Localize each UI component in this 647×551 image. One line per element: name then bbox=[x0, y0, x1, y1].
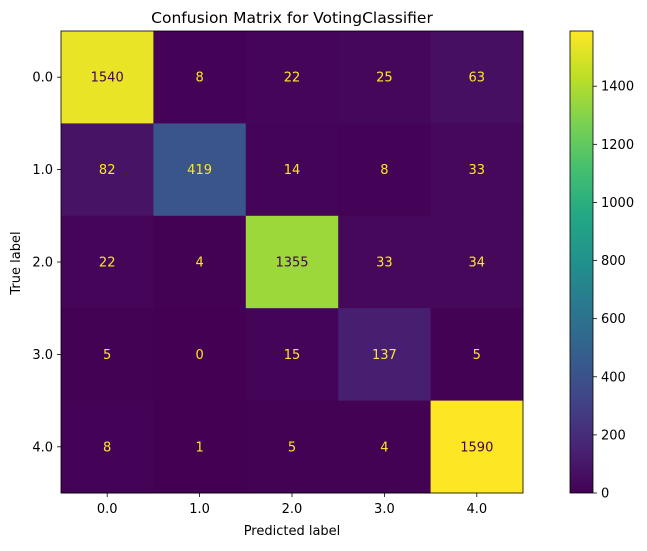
colorbar-tick-label: 1000 bbox=[601, 196, 634, 211]
heatmap-cell bbox=[61, 123, 154, 217]
cell-value-label: 1 bbox=[195, 440, 203, 455]
cell-value-label: 1590 bbox=[460, 440, 493, 455]
heatmap-cell bbox=[61, 31, 154, 124]
cell-value-label: 0 bbox=[195, 348, 203, 363]
x-tick-label: 2.0 bbox=[282, 502, 303, 517]
x-ticks-layer: 0.0 1.0 2.0 3.0 4.0 bbox=[97, 493, 487, 517]
y-tick-label: 0.0 bbox=[32, 71, 53, 86]
y-tick-label: 2.0 bbox=[32, 256, 53, 271]
heatmap-cell bbox=[153, 215, 247, 309]
heatmap-cell bbox=[338, 215, 432, 309]
heatmap-cell bbox=[245, 400, 339, 494]
colorbar-tick-label: 400 bbox=[601, 370, 626, 385]
cells-layer bbox=[61, 31, 524, 494]
cell-value-label: 82 bbox=[99, 163, 116, 178]
heatmap-cell bbox=[430, 400, 524, 494]
cell-value-label: 22 bbox=[99, 256, 116, 271]
cell-value-label: 1355 bbox=[275, 256, 308, 271]
heatmap-cell bbox=[61, 400, 154, 494]
y-axis-label: True label bbox=[9, 231, 24, 295]
heatmap-cell bbox=[245, 215, 339, 309]
cell-value-label: 22 bbox=[284, 71, 301, 86]
cell-value-label: 14 bbox=[284, 163, 301, 178]
cell-value-label: 8 bbox=[195, 71, 203, 86]
y-tick-label: 4.0 bbox=[32, 440, 53, 455]
x-tick-label: 0.0 bbox=[97, 502, 118, 517]
cell-value-label: 33 bbox=[376, 256, 393, 271]
colorbar-tick-label: 200 bbox=[601, 428, 626, 443]
heatmap-cell bbox=[153, 400, 247, 494]
heatmap-cell bbox=[153, 31, 247, 124]
cell-value-label: 1540 bbox=[91, 71, 124, 86]
heatmap-cell bbox=[153, 123, 247, 217]
heatmap-cell bbox=[430, 308, 524, 402]
cell-value-label: 4 bbox=[195, 256, 203, 271]
heatmap-cell bbox=[338, 400, 432, 494]
cell-value-label: 34 bbox=[469, 256, 486, 271]
cell-value-label: 8 bbox=[380, 163, 388, 178]
cell-value-label: 419 bbox=[187, 163, 212, 178]
heatmap-cell bbox=[61, 308, 154, 402]
heatmap-cell bbox=[430, 31, 524, 124]
colorbar-tick-label: 0 bbox=[601, 487, 609, 502]
cell-value-label: 137 bbox=[372, 348, 397, 363]
colorbar-tick-label: 1200 bbox=[601, 138, 634, 153]
colorbar-ticks-layer: 0 200 400 600 800 1000 1200 1400 bbox=[593, 80, 634, 502]
cell-value-label: 4 bbox=[380, 440, 388, 455]
colorbar-tick-label: 800 bbox=[601, 254, 626, 269]
heatmap-cell bbox=[153, 308, 247, 402]
heatmap-cell bbox=[338, 31, 432, 124]
cell-value-label: 15 bbox=[284, 348, 301, 363]
heatmap-cell bbox=[245, 31, 339, 124]
cell-value-label: 5 bbox=[103, 348, 111, 363]
heatmap-cell bbox=[245, 308, 339, 402]
cell-value-label: 5 bbox=[288, 440, 296, 455]
heatmap-cell bbox=[430, 215, 524, 309]
x-axis-label: Predicted label bbox=[244, 524, 341, 539]
heatmap-cell bbox=[338, 308, 432, 402]
cell-value-label: 5 bbox=[473, 348, 481, 363]
chart-title: Confusion Matrix for VotingClassifier bbox=[151, 9, 433, 27]
heatmap-cell bbox=[338, 123, 432, 217]
colorbar-tick-label: 1400 bbox=[601, 80, 634, 95]
x-tick-label: 1.0 bbox=[189, 502, 210, 517]
colorbar-tick-label: 600 bbox=[601, 312, 626, 327]
cell-value-label: 33 bbox=[469, 163, 486, 178]
y-tick-label: 3.0 bbox=[32, 348, 53, 363]
x-tick-label: 4.0 bbox=[466, 502, 487, 517]
heatmap-cell bbox=[430, 123, 524, 217]
colorbar bbox=[569, 30, 594, 494]
y-ticks-layer: 0.0 1.0 2.0 3.0 4.0 bbox=[32, 71, 61, 455]
cell-value-label: 25 bbox=[376, 71, 393, 86]
cell-value-label: 8 bbox=[103, 440, 111, 455]
x-tick-label: 3.0 bbox=[374, 502, 395, 517]
heatmap-cell bbox=[245, 123, 339, 217]
y-tick-label: 1.0 bbox=[32, 163, 53, 178]
cell-value-label: 63 bbox=[469, 71, 486, 86]
heatmap-cell bbox=[61, 215, 154, 309]
